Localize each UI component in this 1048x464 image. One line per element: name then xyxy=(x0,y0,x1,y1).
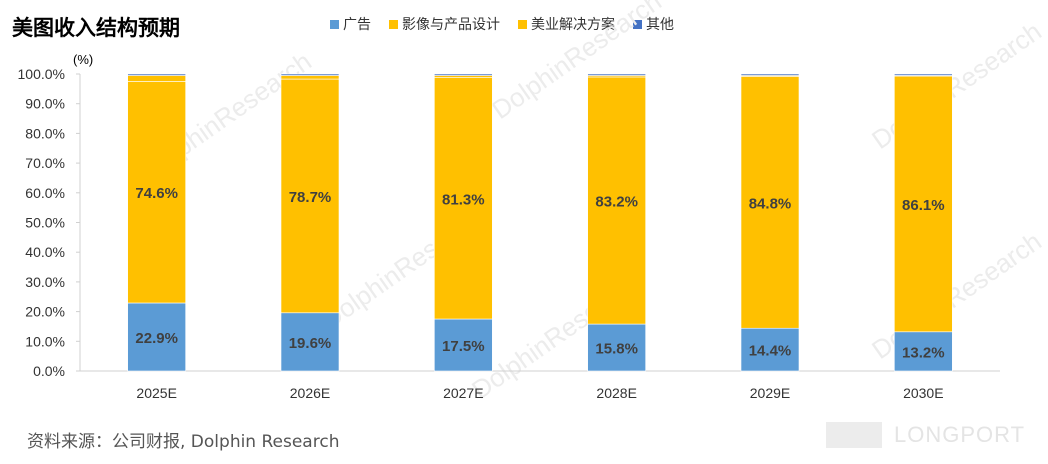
bar-segment xyxy=(434,77,493,320)
data-label: 78.7% xyxy=(289,189,332,206)
bar-segment xyxy=(740,76,800,329)
bar-segment xyxy=(127,302,186,372)
bar-segment xyxy=(434,318,493,372)
labels-layer: 22.9% 74.6% 19.6% 78.7% 17.5% 81.3% 15.8% 83.2%… xyxy=(135,185,944,361)
y-tick-label: 100.0% xyxy=(18,66,65,82)
bar-segment xyxy=(740,73,800,76)
legend-label-beauty: 美业解决方案 xyxy=(531,17,615,33)
data-label: 22.9% xyxy=(135,330,178,347)
x-tick-label: 2028E xyxy=(596,385,636,401)
data-label: 84.8% xyxy=(749,195,792,212)
legend-item-other: 其他 xyxy=(633,14,674,34)
bar-segment xyxy=(587,73,646,76)
axis-layer: 0.0% 10.0% 20.0% 30.0% 40.0% 50.0% 60.0% 70.0% 8… xyxy=(18,66,1000,401)
x-tick-label: 2030E xyxy=(903,385,943,401)
source-note: 资料来源：公司财报, Dolphin Research xyxy=(27,432,340,452)
watermark-text: DolphinResearch xyxy=(866,16,1047,155)
bar-segment xyxy=(434,73,493,76)
bar-segment xyxy=(587,323,646,372)
data-label: 19.6% xyxy=(289,335,332,352)
legend-item-beauty: 美业解决方案 xyxy=(518,14,615,34)
bar-segment xyxy=(894,75,953,333)
bar-segment xyxy=(434,75,493,78)
chart-legend: 广告 影像与产品设计 美业解决方案 其他 xyxy=(330,14,674,34)
y-tick-label: 90.0% xyxy=(25,96,65,112)
x-tick-label: 2025E xyxy=(136,385,176,401)
legend-swatch-beauty xyxy=(518,19,527,29)
legend-swatch-other xyxy=(633,19,642,29)
y-tick-label: 0.0% xyxy=(33,363,65,379)
bars-layer xyxy=(127,73,953,372)
data-label: 17.5% xyxy=(442,338,485,355)
data-label: 13.2% xyxy=(902,344,945,361)
y-tick-label: 20.0% xyxy=(25,304,65,320)
x-tick-label: 2029E xyxy=(750,385,790,401)
brand-watermark: LONGPORT xyxy=(826,422,1025,448)
legend-label-ads: 广告 xyxy=(343,17,371,33)
legend-label-other: 其他 xyxy=(646,17,674,33)
legend-item-ads: 广告 xyxy=(330,14,371,34)
bar-segment xyxy=(127,73,186,76)
legend-item-imaging: 影像与产品设计 xyxy=(389,14,500,34)
y-tick-label: 80.0% xyxy=(25,125,65,141)
bar-segment xyxy=(280,73,340,76)
x-tick-label: 2026E xyxy=(290,385,330,401)
data-label: 83.2% xyxy=(595,194,638,211)
data-label: 14.4% xyxy=(749,343,792,360)
y-tick-label: 10.0% xyxy=(25,333,65,349)
y-tick-label: 60.0% xyxy=(25,185,65,201)
chart-title: 美图收入结构预期 xyxy=(12,16,180,40)
data-label: 15.8% xyxy=(595,341,638,358)
y-tick-label: 40.0% xyxy=(25,244,65,260)
data-label: 86.1% xyxy=(902,197,945,214)
legend-swatch-imaging xyxy=(389,19,398,29)
bar-segment xyxy=(280,75,340,80)
data-label: 81.3% xyxy=(442,191,485,208)
watermark-text: DolphinResearch xyxy=(866,226,1047,365)
bar-segment xyxy=(280,312,340,372)
bar-segment xyxy=(894,73,953,76)
bar-segment xyxy=(127,75,186,82)
y-tick-label: 70.0% xyxy=(25,155,65,171)
bar-segment xyxy=(740,327,800,372)
x-tick-label: 2027E xyxy=(443,385,483,401)
data-label: 74.6% xyxy=(135,185,178,202)
bar-segment xyxy=(280,78,340,314)
brand-text: LONGPORT xyxy=(894,422,1026,447)
y-tick-label: 30.0% xyxy=(25,274,65,290)
y-unit-label: (%) xyxy=(73,52,94,67)
legend-label-imaging: 影像与产品设计 xyxy=(402,17,500,33)
bar-segment xyxy=(127,81,186,304)
y-tick-label: 50.0% xyxy=(25,215,65,231)
brand-logo-icon xyxy=(826,422,882,448)
bar-segment xyxy=(587,76,646,325)
legend-swatch-ads xyxy=(330,19,339,29)
